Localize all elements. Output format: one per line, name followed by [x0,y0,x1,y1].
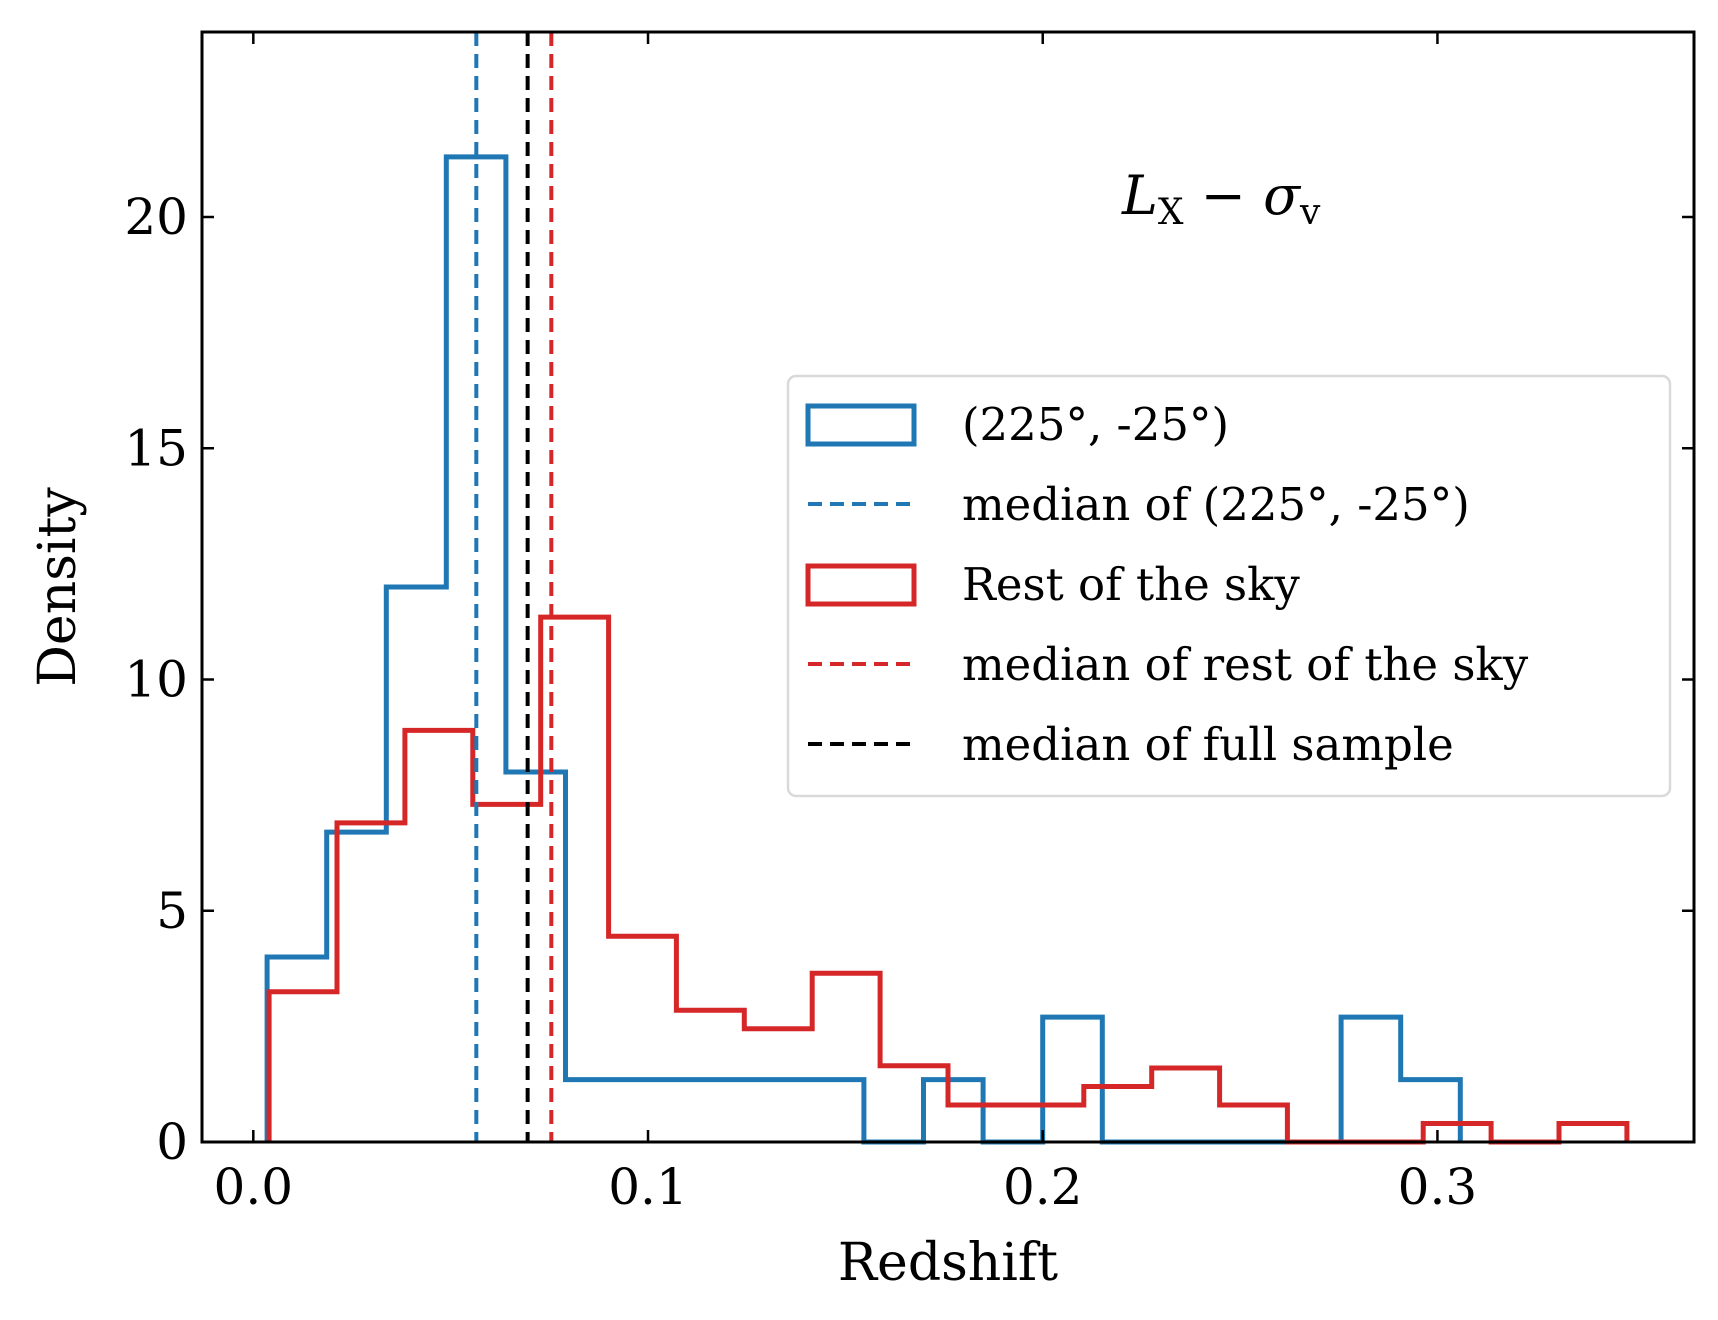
histogram-bin-1-2 [405,730,473,1142]
annotation-mid: − [1184,164,1264,227]
legend-entry: Rest of the sky [805,558,1300,611]
histogram-bin-1-1 [337,823,405,1142]
legend-entry: median of full sample [808,718,1454,771]
legend-label: Rest of the sky [962,558,1300,611]
legend-entry: median of rest of the sky [808,638,1529,691]
histogram-bin-1-10 [948,1105,1016,1142]
legend-label: (225°, -25°) [962,398,1229,451]
y-axis-title: Density [28,487,88,687]
legend-patch [805,403,917,447]
histogram-bin-1-0 [269,992,337,1142]
histogram-bin-1-6 [676,1010,744,1142]
histogram-series-1 [266,614,1630,1145]
y-tick-label: 15 [124,419,188,477]
histogram-bin-1-9 [880,1066,948,1142]
legend-label: median of full sample [962,718,1454,771]
legend-frame [786,374,1672,798]
x-axis-title: Redshift [838,1233,1058,1293]
histogram-bin-1-12 [1084,1087,1152,1143]
histogram-bin-1-13 [1152,1068,1220,1142]
histogram-bin-1-17 [1423,1124,1491,1143]
annotation-main2: σ [1263,164,1302,227]
histogram-bin-1-11 [1016,1105,1084,1142]
legend: (225°, -25°) median of (225°, -25°) Rest o… [786,374,1672,798]
annotation-lx-sigma-v: LX − σv [1121,164,1321,233]
histogram-bin-0-18 [1341,1017,1401,1142]
histogram-bin-1-14 [1220,1105,1288,1142]
annotation-sub: X [1158,192,1184,233]
legend-label: median of (225°, -25°) [962,478,1470,531]
annotation-sub2: v [1299,192,1321,233]
histogram-bin-1-5 [609,936,677,1142]
histogram-bin-1-7 [744,1029,812,1142]
legend-patch [805,563,917,607]
x-tick-label: 0.1 [608,1158,688,1216]
annotation-main: L [1121,164,1158,227]
histogram-bin-1-19 [1559,1124,1627,1143]
y-tick-label: 20 [124,188,188,246]
axis-ticks: 0.0 0.1 0.2 0.3 0 5 10 15 20 [124,32,1694,1216]
histogram-bin-1-8 [812,973,880,1142]
plot-frame [200,30,1696,1144]
legend-entry: (225°, -25°) [805,398,1229,451]
x-tick-label: 0.0 [214,1158,294,1216]
y-tick-label: 10 [124,651,188,709]
x-tick-label: 0.2 [1003,1158,1083,1216]
y-tick-label: 0 [156,1113,188,1171]
histogram-bin-1-3 [473,804,541,1142]
legend-entry: median of (225°, -25°) [808,478,1470,531]
y-tick-label: 5 [156,882,188,940]
x-tick-label: 0.3 [1398,1158,1478,1216]
legend-label: median of rest of the sky [962,638,1529,691]
